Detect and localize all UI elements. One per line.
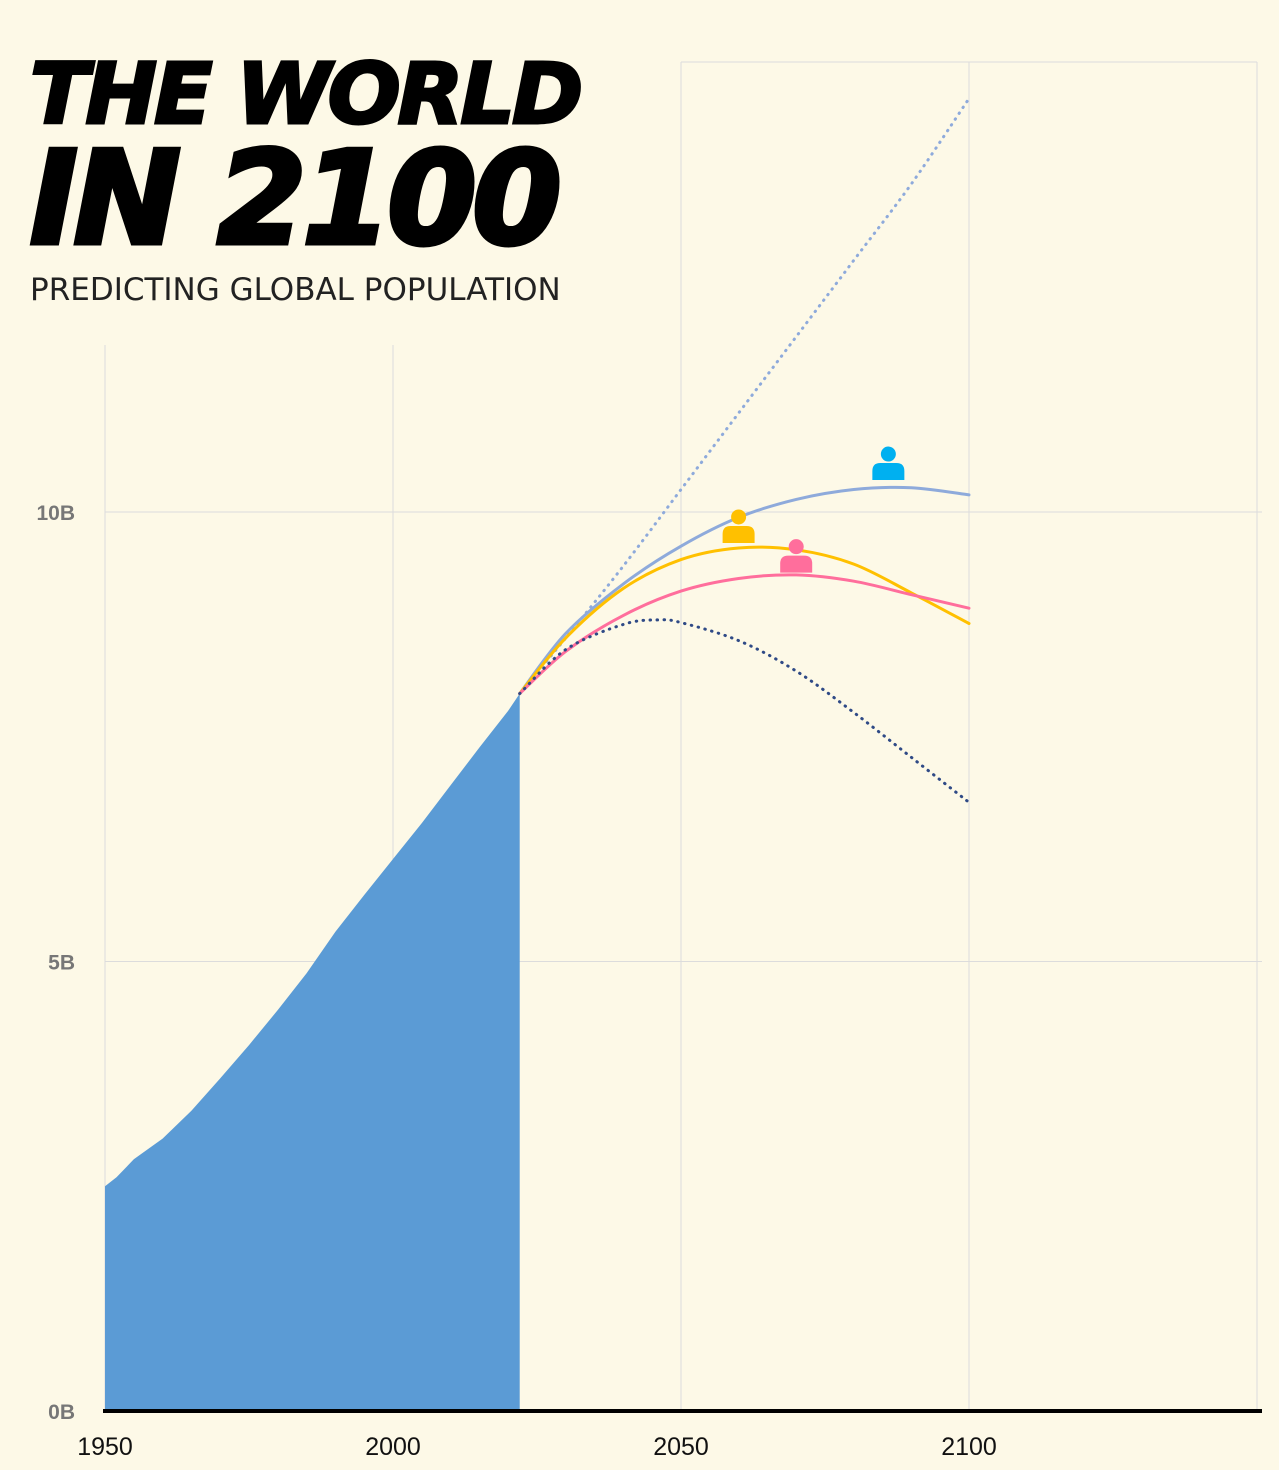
projection-line-4 [518, 573, 971, 696]
x-tick-label: 2100 [941, 1433, 997, 1461]
projection-lines-layer [518, 97, 971, 804]
chart-axes: 0B 5B 10B 1950 2000 2050 2100 [36, 502, 1262, 1461]
y-tick-label: 5B [48, 952, 75, 975]
projection-line-3 [518, 545, 971, 696]
person-icon [722, 509, 755, 543]
subtitle: PREDICTING GLOBAL POPULATION [30, 272, 561, 308]
y-tick-label: 10B [36, 502, 75, 525]
x-tick-label: 2050 [653, 1433, 709, 1461]
person-icon-body [872, 463, 905, 481]
historical-area-layer [105, 693, 520, 1411]
x-tick-label: 1950 [77, 1433, 133, 1461]
person-icon-head [880, 446, 896, 462]
chart-grid [104, 61, 1262, 1411]
person-icon-body [722, 525, 755, 543]
historical-population-area [105, 693, 520, 1411]
title-line-1: THE WORLD [28, 45, 584, 143]
peak-markers-layer [722, 446, 905, 573]
person-icon [780, 539, 813, 573]
projection-line-5 [518, 618, 971, 804]
projection-line-1 [518, 97, 971, 696]
person-icon-body [780, 555, 813, 573]
person-icon-head [788, 539, 804, 555]
title-block: THE WORLD IN 2100 PREDICTING GLOBAL POPU… [28, 51, 630, 309]
title-line-2: IN 2100 [28, 125, 565, 274]
x-tick-label: 2000 [365, 1433, 421, 1461]
person-icon-head [731, 509, 747, 525]
person-icon [872, 446, 905, 481]
y-tick-label: 0B [48, 1401, 75, 1424]
